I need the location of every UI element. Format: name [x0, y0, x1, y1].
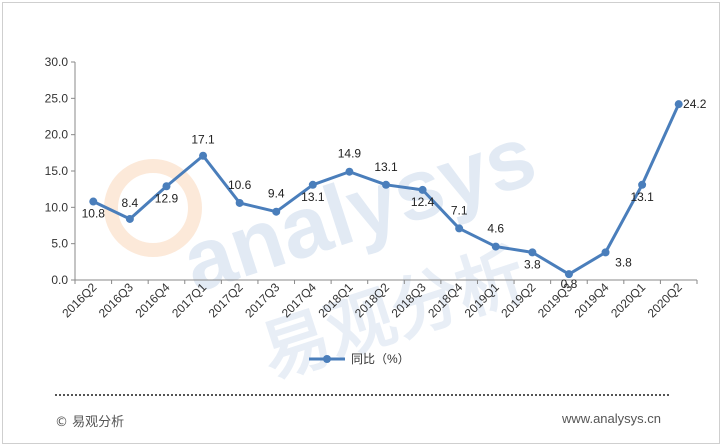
x-tick-label: 2020Q1 — [608, 280, 648, 320]
data-point — [235, 198, 244, 207]
watermark-logo — [104, 159, 202, 257]
footer-website: www.analysys.cn — [562, 411, 661, 426]
data-point — [601, 248, 610, 257]
y-tick-label: 15.0 — [45, 164, 69, 178]
data-label: 3.8 — [524, 257, 541, 271]
data-point — [491, 242, 500, 251]
data-label: 4.6 — [487, 222, 504, 236]
data-label: 0.8 — [561, 277, 578, 291]
x-tick-label: 2019Q4 — [572, 280, 612, 320]
data-point — [199, 151, 208, 160]
data-point — [89, 197, 98, 206]
y-tick-label: 25.0 — [45, 91, 69, 105]
data-label: 13.1 — [630, 190, 654, 204]
data-point — [125, 214, 134, 223]
data-label: 8.4 — [122, 196, 139, 210]
y-tick-label: 20.0 — [45, 128, 69, 142]
data-point — [382, 180, 390, 189]
data-label: 13.1 — [301, 190, 325, 204]
data-point — [638, 180, 647, 189]
y-tick-labels: 0.0 5.0 10.0 15.0 20.0 25.0 30.0 — [45, 55, 69, 287]
data-label: 12.9 — [155, 191, 179, 205]
data-label: 17.1 — [191, 133, 215, 147]
axes — [71, 61, 698, 284]
data-label: 10.6 — [228, 178, 252, 192]
y-tick-label: 30.0 — [45, 55, 69, 69]
data-label: 7.1 — [451, 203, 468, 217]
data-point — [418, 185, 427, 194]
data-point — [308, 180, 317, 189]
line-chart: analysys 易观分析 0.0 5.0 10.0 15.0 20.0 25.0 30.0… — [45, 55, 707, 394]
series-points — [89, 100, 683, 279]
data-point — [455, 224, 464, 233]
x-tick-label: 2016Q3 — [96, 280, 136, 320]
data-label: 10.8 — [82, 207, 106, 221]
data-point — [345, 167, 354, 176]
data-label: 12.4 — [411, 195, 435, 209]
data-label: 9.4 — [268, 187, 285, 201]
legend-marker — [323, 355, 331, 363]
y-tick-label: 10.0 — [45, 200, 69, 214]
legend-label: 同比（%） — [351, 352, 410, 366]
data-point — [162, 182, 171, 191]
data-label: 3.8 — [615, 255, 632, 269]
data-point — [272, 207, 281, 216]
data-point — [564, 270, 573, 279]
data-label: 13.1 — [374, 160, 398, 174]
data-point — [674, 100, 683, 109]
x-tick-label: 2020Q2 — [645, 280, 685, 320]
chart-frame: analysys 易观分析 0.0 5.0 10.0 15.0 20.0 25.0 30.0… — [2, 2, 720, 444]
data-labels: 10.8 8.4 12.9 17.1 10.6 9.4 13.1 14.9 13.1 12.4 7.… — [82, 97, 707, 291]
watermark: analysys 易观分析 — [104, 107, 547, 394]
footer-copyright: © 易观分析 — [55, 415, 125, 430]
data-label: 14.9 — [338, 147, 362, 161]
y-tick-label: 5.0 — [51, 237, 68, 251]
data-label: 24.2 — [683, 97, 707, 111]
y-tick-label: 0.0 — [51, 273, 68, 287]
data-point — [528, 248, 537, 257]
legend: 同比（%） — [309, 352, 410, 366]
footer-divider — [55, 394, 669, 396]
x-tick-label: 2016Q4 — [132, 280, 172, 320]
